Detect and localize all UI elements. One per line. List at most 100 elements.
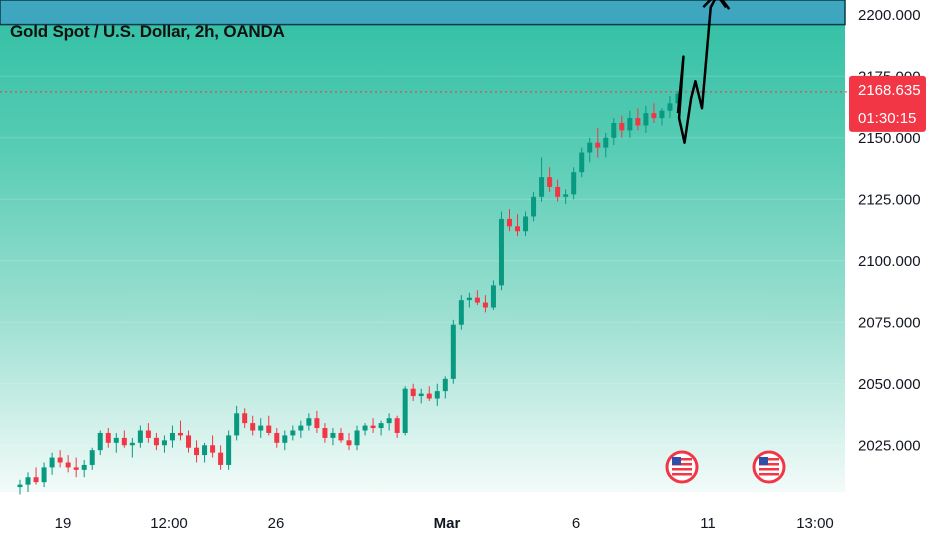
flag-stripe — [672, 458, 692, 461]
candle-body — [386, 418, 392, 424]
flag-stripe — [672, 468, 692, 471]
x-tick-label: 6 — [572, 515, 580, 532]
candle-body — [603, 137, 609, 148]
candle-body — [354, 430, 360, 446]
candle-body — [474, 297, 480, 303]
candle-body — [226, 435, 232, 465]
candle-body — [330, 432, 336, 438]
us-flag-icon — [752, 450, 786, 484]
x-tick-label: 19 — [55, 515, 72, 532]
candle-body — [105, 432, 111, 443]
candle-body — [410, 388, 416, 397]
flag-stripe — [759, 463, 779, 466]
target-zone — [0, 0, 846, 26]
candle-body — [306, 418, 312, 426]
candle-body — [667, 103, 673, 111]
candle-body — [17, 484, 23, 488]
candle-body — [547, 177, 553, 187]
candle-body — [298, 425, 304, 431]
candle-body — [81, 464, 87, 470]
candle-body — [571, 172, 577, 195]
flag-stripe — [759, 473, 779, 476]
candle-body — [73, 467, 79, 470]
candle-body — [113, 437, 119, 443]
projection-arrowhead — [702, 0, 731, 10]
candle-body — [506, 218, 512, 227]
candle-body — [210, 445, 216, 453]
candle-body — [450, 324, 456, 379]
y-tick-label: 2025.000 — [858, 437, 921, 454]
candle-body — [177, 432, 183, 436]
us-flag-icon — [665, 450, 699, 484]
candle-body — [426, 393, 432, 399]
candle-body — [202, 445, 208, 456]
candle-body — [659, 110, 665, 119]
candle-body — [466, 297, 472, 301]
candle-body — [378, 423, 384, 429]
candle-body — [498, 218, 504, 286]
candle-body — [402, 388, 408, 433]
x-tick-label: 12:00 — [150, 515, 188, 532]
flag-stripe — [759, 468, 779, 471]
candle-body — [675, 93, 681, 104]
time-axis[interactable] — [0, 492, 845, 550]
flag-stripe — [672, 473, 692, 476]
candle-body — [89, 450, 95, 465]
candle-body — [531, 196, 537, 217]
x-tick-label: Mar — [434, 515, 461, 532]
x-tick-label: 13:00 — [796, 515, 834, 532]
candle-body — [161, 440, 167, 446]
candle-body — [619, 123, 625, 131]
candle-body — [129, 442, 135, 446]
candle-body — [258, 425, 264, 431]
candle-body — [49, 457, 55, 468]
candle-body — [555, 186, 561, 197]
candle-body — [314, 418, 320, 429]
flag-canton — [672, 457, 681, 465]
candle-body — [635, 118, 641, 126]
candle-body — [394, 418, 400, 433]
candle-body — [627, 118, 633, 131]
candle-body — [338, 432, 344, 441]
candle-body — [651, 113, 657, 119]
candle-body — [434, 391, 440, 399]
candle-body — [595, 142, 601, 148]
countdown-text: 01:30:15 — [858, 110, 916, 127]
flag-stripe — [672, 463, 692, 466]
flag-canton — [759, 457, 768, 465]
candle-body — [65, 462, 71, 468]
candle-body — [137, 430, 143, 443]
candle-body — [523, 216, 529, 232]
candle-body — [234, 413, 240, 436]
candle-body — [611, 123, 617, 138]
candle-body — [169, 432, 175, 441]
y-tick-label: 2100.000 — [858, 253, 921, 270]
candle-body — [539, 177, 545, 197]
y-tick-label: 2050.000 — [858, 376, 921, 393]
candle-body — [490, 285, 496, 308]
candle-body — [587, 142, 593, 153]
y-tick-label: 2125.000 — [858, 191, 921, 208]
projection-line — [676, 0, 728, 144]
candle-body — [274, 432, 280, 443]
candle-body — [362, 425, 368, 431]
y-tick-label: 2150.000 — [858, 130, 921, 147]
candle-body — [121, 437, 127, 446]
candle-body — [25, 477, 31, 485]
candle-body — [41, 467, 47, 483]
candle-body — [282, 435, 288, 443]
candle-body — [563, 194, 569, 197]
candle-body — [186, 435, 192, 448]
candle-body — [458, 300, 464, 325]
flag-stripe — [759, 458, 779, 461]
candle-body — [322, 428, 328, 438]
candle-body — [33, 477, 39, 483]
x-tick-label: 26 — [268, 515, 285, 532]
candle-body — [194, 447, 200, 456]
candle-body — [442, 378, 448, 392]
chart-title: Gold Spot / U.S. Dollar, 2h, OANDA — [10, 22, 285, 41]
x-tick-label: 11 — [700, 515, 716, 532]
candle-body — [370, 425, 376, 429]
